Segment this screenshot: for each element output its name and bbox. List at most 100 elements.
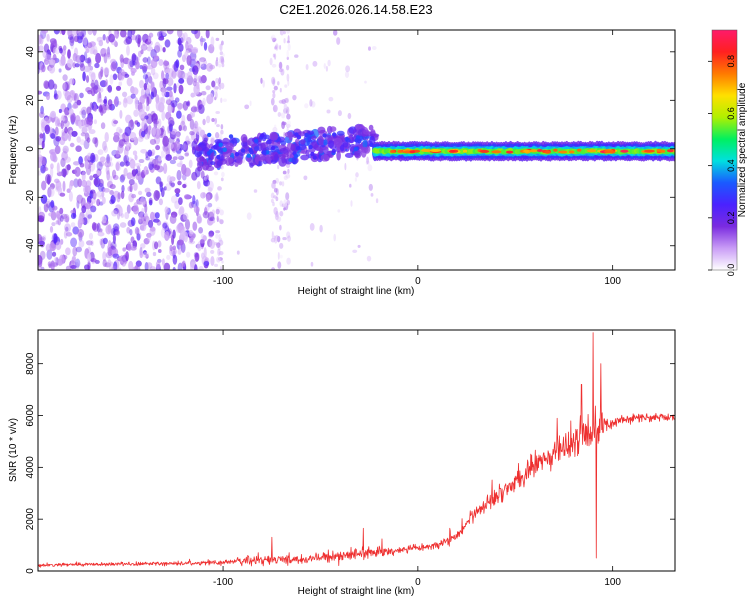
spectrogram-cell bbox=[137, 34, 141, 45]
spectrogram-cell bbox=[260, 77, 263, 84]
spectrogram-panel: -100 0 100 -40 -20 0 20 40 Height of straight … bbox=[8, 29, 676, 297]
spectrogram-cell bbox=[102, 259, 107, 267]
spectrogram-cell bbox=[203, 59, 208, 65]
spectrogram-cell bbox=[352, 249, 358, 253]
spectrogram-cell bbox=[293, 154, 299, 159]
spectrogram-cell bbox=[103, 67, 110, 76]
spectrogram-cell bbox=[216, 256, 221, 263]
spectrogram-cell bbox=[130, 119, 134, 128]
spectrogram-cell bbox=[139, 65, 143, 70]
spectrogram-cell bbox=[82, 71, 86, 82]
spectrogram-cell bbox=[120, 173, 126, 181]
spectrogram-cell bbox=[161, 258, 165, 267]
spectrogram-cell bbox=[193, 123, 197, 128]
spectrogram-cell bbox=[87, 30, 93, 36]
spectrogram-cell bbox=[166, 254, 171, 260]
spectrogram-cell bbox=[135, 56, 140, 62]
spectrogram-cell bbox=[283, 103, 288, 112]
spectrogram-cell bbox=[81, 205, 87, 214]
spectrogram-cell bbox=[96, 198, 101, 207]
spectrogram-cell bbox=[220, 177, 224, 182]
spectrogram-cell bbox=[41, 30, 49, 34]
spectrogram-cell bbox=[62, 74, 68, 82]
spectrogram-cell bbox=[144, 115, 149, 120]
spectrogram-cell bbox=[129, 60, 135, 68]
spectrogram-cell bbox=[272, 37, 276, 43]
spectrogram-cell bbox=[50, 132, 56, 139]
spectrogram-cell bbox=[60, 120, 64, 130]
spectrogram-cell bbox=[146, 232, 152, 238]
spectrogram-cell bbox=[278, 61, 283, 69]
spectrogram-frame bbox=[37, 29, 676, 271]
spectrogram-cell bbox=[89, 175, 94, 181]
spectrogram-cell bbox=[115, 162, 120, 171]
spectrogram-cell bbox=[279, 147, 289, 154]
spectrogram-cell bbox=[215, 110, 221, 115]
spectrogram-cell bbox=[305, 149, 310, 157]
spectrogram-cell bbox=[145, 104, 150, 112]
spectrogram-cell bbox=[132, 205, 140, 215]
spectrogram-cell bbox=[71, 103, 79, 109]
spectrogram-cell bbox=[273, 187, 278, 193]
spectrogram-cell bbox=[79, 139, 85, 146]
spectrogram-cell bbox=[272, 79, 276, 87]
spectrogram-cell bbox=[286, 56, 289, 61]
spectrogram-cell bbox=[110, 61, 117, 72]
spectrogram-cell bbox=[214, 86, 220, 90]
spectrogram-cell bbox=[240, 148, 246, 153]
spectrogram-cell bbox=[166, 77, 174, 87]
spectrogram-cell bbox=[166, 30, 174, 35]
spectrogram-cell bbox=[102, 196, 106, 205]
spectrogram-cell bbox=[48, 263, 52, 269]
spectrogram-cell bbox=[161, 89, 166, 97]
spectrogram-cell bbox=[160, 96, 166, 105]
spectrogram-cell bbox=[154, 41, 161, 51]
spectrogram-cell bbox=[211, 209, 216, 217]
spectrogram-cell bbox=[284, 131, 293, 138]
spectrogram-cell bbox=[53, 233, 58, 244]
spectrogram-cell bbox=[603, 150, 613, 154]
spectrogram-cell bbox=[553, 148, 558, 152]
spectrogram-cell bbox=[280, 140, 287, 146]
spectrogram-cell bbox=[274, 153, 279, 162]
spectrogram-cell bbox=[140, 49, 144, 55]
spectrogram-cell bbox=[180, 229, 186, 239]
spectrogram-cell bbox=[193, 206, 200, 214]
spectrogram-cell bbox=[82, 217, 88, 226]
spectrogram-cell bbox=[54, 145, 61, 154]
spectrogram-cell bbox=[130, 93, 136, 99]
spectrogram-cell bbox=[279, 254, 283, 259]
spectrogram-cell bbox=[176, 153, 182, 159]
spectrogram-cell bbox=[333, 233, 337, 242]
spectrogram-cell bbox=[96, 169, 101, 176]
spectrogram-cell bbox=[126, 227, 131, 234]
spectrogram-cell bbox=[210, 256, 215, 266]
spectrogram-cell bbox=[77, 178, 83, 188]
spectrogram-cell bbox=[108, 240, 112, 249]
spectrogram-cell bbox=[198, 104, 205, 115]
spectrogram-cell bbox=[158, 59, 164, 67]
spectrogram-cell bbox=[279, 210, 284, 217]
spectrogram-cell bbox=[286, 73, 290, 82]
spectrogram-cell bbox=[217, 186, 222, 191]
spectrogram-cell bbox=[138, 158, 145, 164]
spectrogram-cell bbox=[281, 153, 289, 158]
spectrogram-cell bbox=[281, 121, 286, 130]
spectrogram-cell bbox=[60, 213, 68, 220]
spectrogram-cell bbox=[365, 160, 370, 165]
spectrogram-cell bbox=[199, 59, 205, 67]
spectrogram-cell bbox=[191, 30, 198, 35]
spectrogram-x-axis-label: Height of straight line (km) bbox=[298, 286, 415, 297]
spectrogram-cell bbox=[94, 84, 100, 90]
colorbar-tick-label: 0.8 bbox=[726, 55, 736, 68]
spectrogram-cell bbox=[62, 145, 69, 154]
spectrogram-cell bbox=[369, 142, 374, 147]
spectrogram-cell bbox=[182, 212, 189, 221]
spectrogram-cell bbox=[319, 224, 323, 233]
spectrogram-cell bbox=[246, 212, 252, 220]
spectrogram-cell bbox=[90, 86, 96, 97]
spectrogram-cell bbox=[287, 35, 290, 43]
spectrogram-cell bbox=[249, 100, 252, 107]
spectrogram-cell bbox=[140, 196, 146, 206]
